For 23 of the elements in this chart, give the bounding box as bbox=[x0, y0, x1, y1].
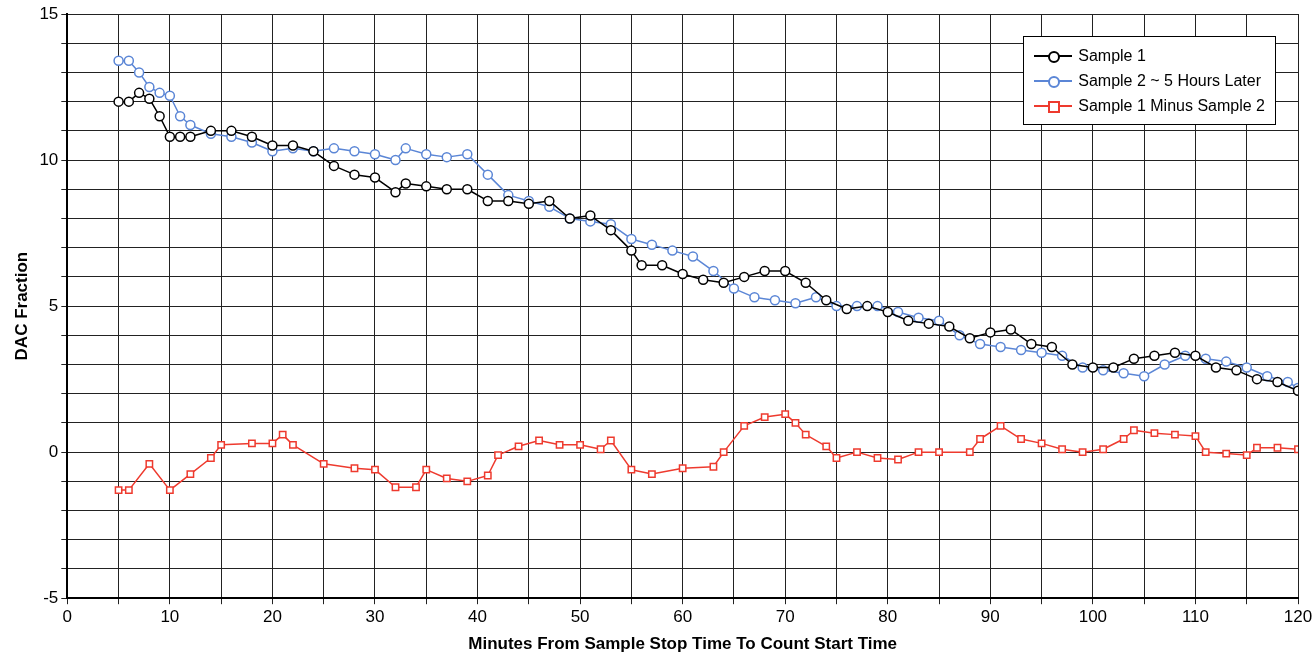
legend-label: Sample 1 bbox=[1078, 46, 1146, 65]
legend-label: Sample 1 Minus Sample 2 bbox=[1078, 96, 1265, 115]
x-axis-title: Minutes From Sample Stop Time To Count Start Time bbox=[468, 634, 898, 654]
y-tick-label: 5 bbox=[48, 295, 59, 315]
x-tick-label: 60 bbox=[673, 607, 693, 627]
x-tick-label: 90 bbox=[980, 607, 1000, 627]
x-tick-label: 40 bbox=[468, 607, 487, 627]
x-tick-label: 30 bbox=[365, 607, 385, 627]
x-tick-label: 50 bbox=[570, 607, 590, 627]
x-tick-label: 100 bbox=[1078, 607, 1108, 627]
y-tick-label: 15 bbox=[39, 3, 59, 23]
x-tick-label: 120 bbox=[1283, 607, 1313, 627]
y-axis-title: DAC Fraction bbox=[11, 251, 31, 361]
x-tick-label: 0 bbox=[62, 607, 73, 627]
x-tick-label: 110 bbox=[1181, 607, 1209, 627]
x-tick-label: 70 bbox=[775, 607, 795, 627]
x-tick-label: 10 bbox=[160, 607, 180, 627]
legend-label: Sample 2 ~ 5 Hours Later bbox=[1078, 71, 1261, 90]
y-tick-label: -5 bbox=[43, 587, 59, 607]
y-tick-label: 10 bbox=[39, 149, 59, 169]
x-tick-label: 80 bbox=[878, 607, 898, 627]
x-tick-label: 20 bbox=[262, 607, 282, 627]
y-tick-label: 0 bbox=[48, 441, 59, 461]
